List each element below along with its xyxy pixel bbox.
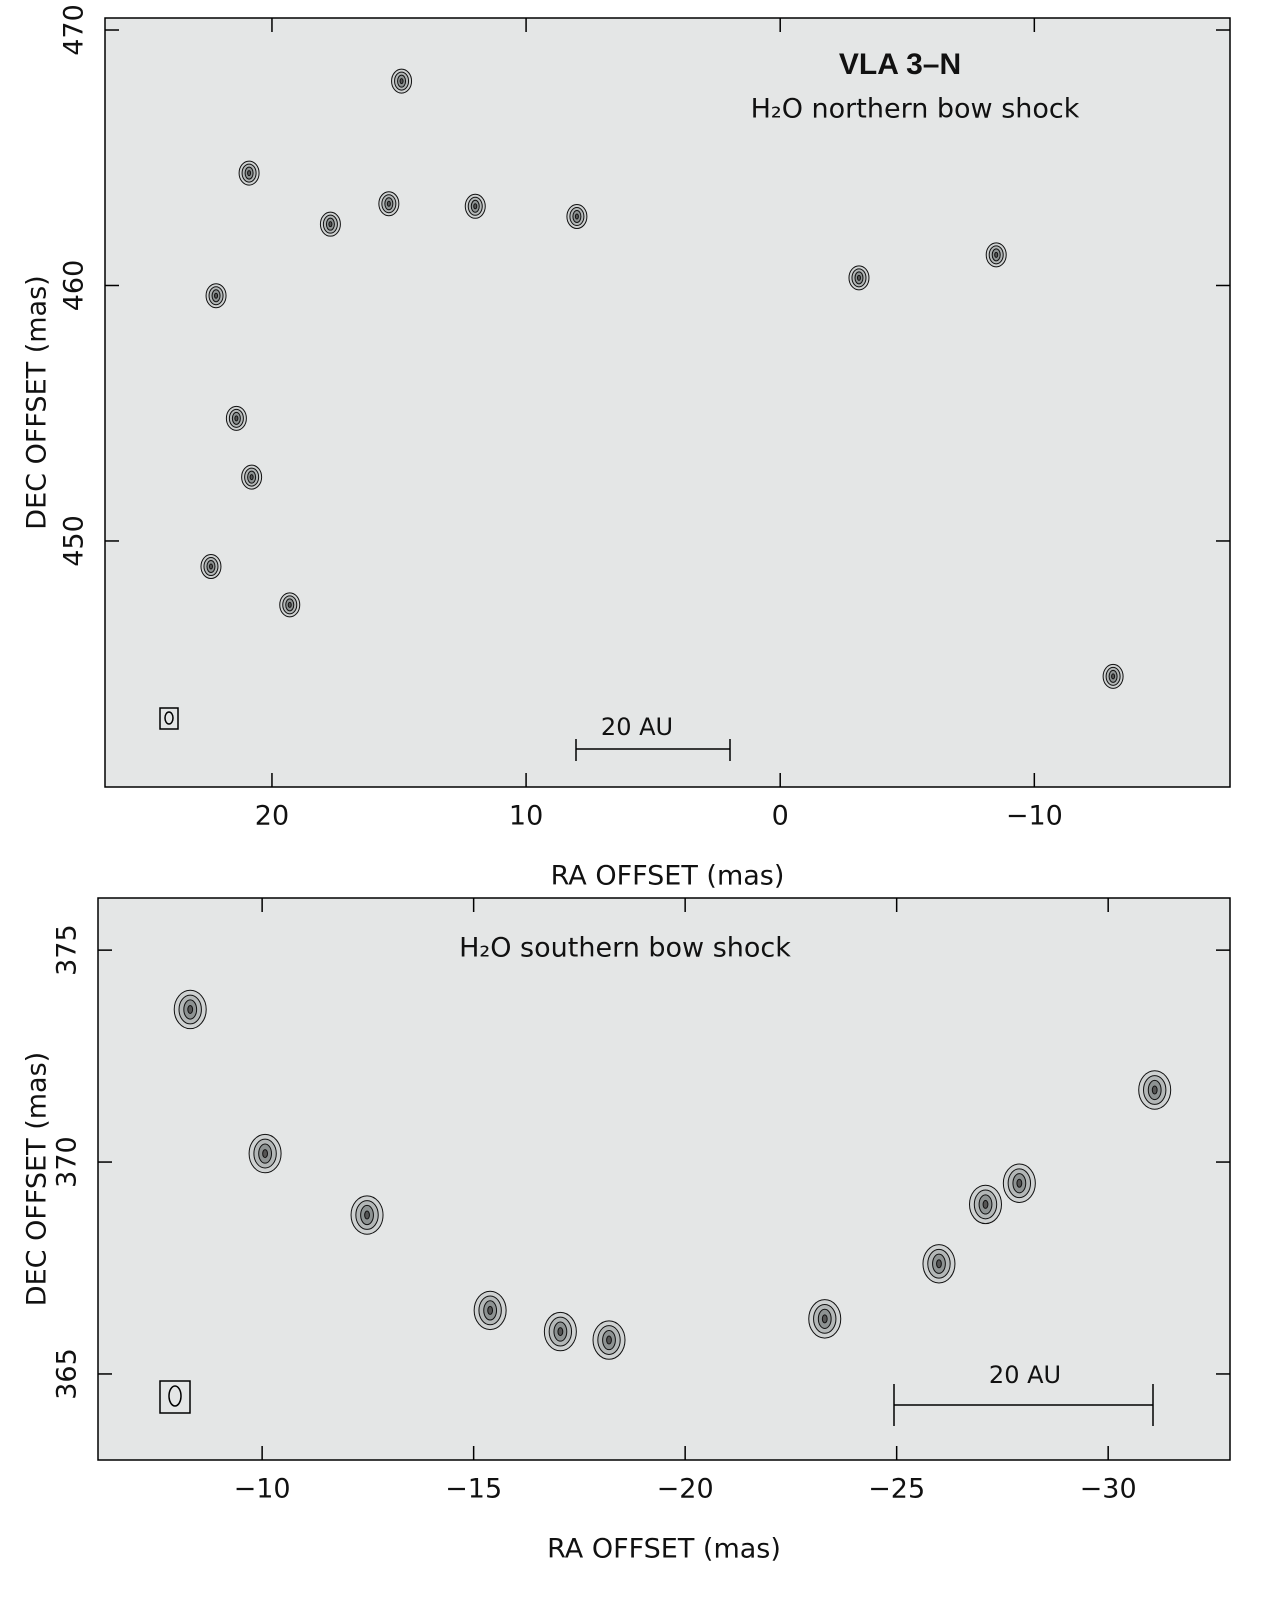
x-tick-label: −10	[234, 1474, 291, 1505]
scale-label: 20 AU	[989, 1361, 1061, 1389]
maser-spot	[319, 211, 341, 237]
x-tick-label: 0	[772, 801, 789, 832]
maser-spot	[464, 193, 486, 219]
x-tick-label: −15	[445, 1474, 502, 1505]
contour	[574, 213, 579, 220]
maser-spot	[985, 242, 1007, 268]
maser-spot	[248, 1133, 282, 1174]
maser-spot	[279, 592, 301, 618]
contour	[208, 563, 213, 570]
contour	[214, 292, 219, 299]
contour	[1151, 1085, 1158, 1095]
panel-background	[105, 18, 1230, 787]
y-tick-label: 375	[52, 924, 83, 976]
contour	[386, 200, 391, 207]
contour	[982, 1199, 989, 1209]
y-tick-label: 460	[59, 260, 90, 312]
chart-subtitle: H₂O southern bow shock	[459, 933, 791, 964]
x-tick-label: 20	[255, 801, 289, 832]
maser-spot	[238, 160, 260, 186]
contour	[262, 1149, 268, 1159]
x-tick-label: −10	[1006, 801, 1063, 832]
maser-spot	[1102, 663, 1124, 689]
contour	[399, 78, 404, 85]
y-tick-label: 450	[59, 515, 90, 567]
contour	[994, 251, 999, 258]
scale-label: 20 AU	[601, 713, 673, 741]
contour	[364, 1210, 370, 1220]
x-tick-label: −30	[1080, 1474, 1137, 1505]
maser-spot	[200, 554, 222, 580]
contour	[1111, 673, 1116, 680]
contour	[247, 170, 252, 177]
maser-spot	[205, 283, 227, 309]
y-axis-label: DEC OFFSET (mas)	[22, 1052, 53, 1306]
x-tick-label: −20	[657, 1474, 714, 1505]
x-tick-label: 10	[509, 801, 543, 832]
chart-subtitle: H₂O northern bow shock	[751, 94, 1080, 125]
maser-spot	[848, 265, 870, 291]
maser-spot	[592, 1320, 626, 1360]
maser-spot	[391, 68, 413, 94]
maser-spot	[473, 1290, 507, 1331]
maser-spot	[922, 1244, 956, 1284]
maser-spot	[173, 989, 207, 1030]
beam-box	[159, 1380, 191, 1414]
chart-title: VLA 3–N	[839, 48, 961, 81]
panel-background	[98, 898, 1230, 1460]
maser-spot	[968, 1184, 1002, 1225]
contour	[287, 601, 292, 608]
beam-box	[159, 707, 179, 730]
maser-spot	[566, 204, 588, 230]
y-axis-label: DEC OFFSET (mas)	[22, 275, 53, 529]
contour	[821, 1314, 828, 1324]
maser-spot	[225, 405, 247, 431]
maser-spot	[241, 464, 263, 490]
maser-spot	[350, 1195, 384, 1235]
contour	[234, 415, 239, 422]
contour	[473, 203, 478, 210]
y-tick-label: 365	[52, 1348, 83, 1400]
contour	[557, 1327, 564, 1337]
contour	[187, 1004, 194, 1014]
maser-spot	[543, 1311, 577, 1352]
x-tick-label: −25	[868, 1474, 925, 1505]
x-axis-label: RA OFFSET (mas)	[551, 861, 785, 892]
contour	[487, 1305, 494, 1315]
contour	[936, 1259, 942, 1269]
contour	[606, 1335, 612, 1345]
maser-spot	[808, 1299, 842, 1339]
contour	[856, 274, 861, 281]
y-tick-label: 470	[59, 4, 90, 56]
plot-frame	[104, 17, 1231, 788]
beam	[164, 711, 174, 725]
contour	[328, 221, 333, 228]
plot-frame	[97, 897, 1231, 1461]
maser-spot	[1138, 1070, 1172, 1110]
maser-spot	[378, 191, 400, 217]
contour	[1016, 1178, 1023, 1188]
maser-spot	[1002, 1163, 1036, 1203]
contour	[249, 474, 254, 481]
y-tick-label: 370	[52, 1136, 83, 1188]
x-axis-label: RA OFFSET (mas)	[547, 1534, 781, 1565]
beam	[168, 1385, 182, 1407]
